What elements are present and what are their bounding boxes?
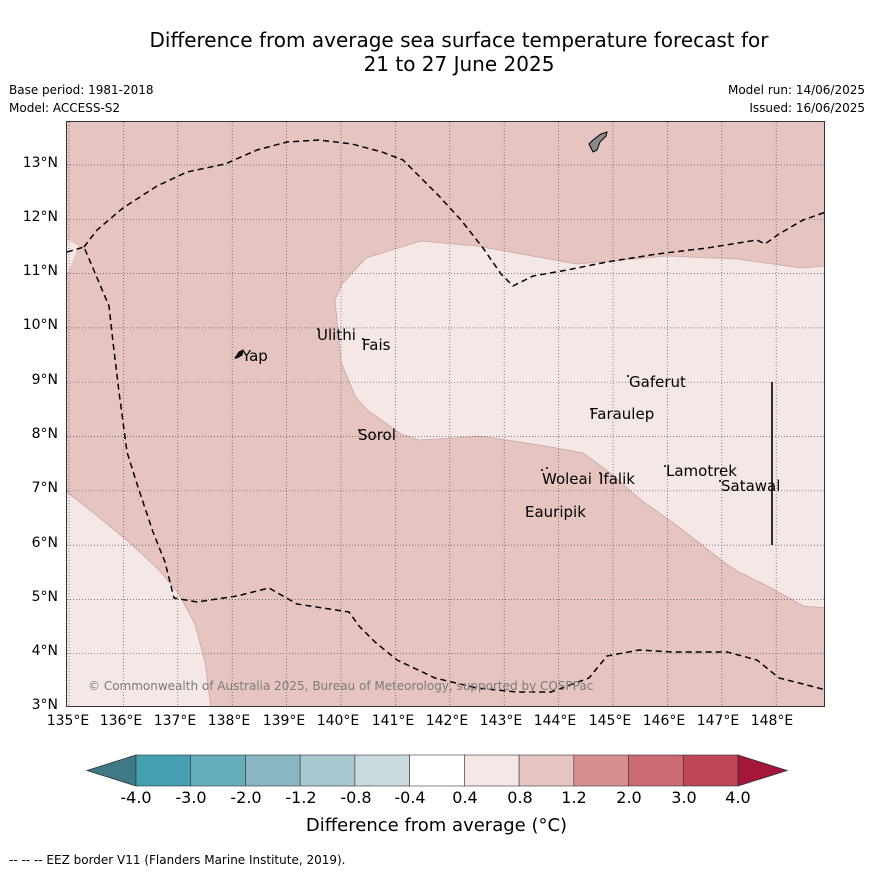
- lat-label: 5°N: [31, 589, 58, 605]
- colorbar-segment: [245, 754, 301, 787]
- lat-label: 8°N: [31, 426, 58, 442]
- lon-label: 142°E: [425, 713, 469, 729]
- colorbar-tick-label: 3.0: [671, 788, 697, 807]
- colorbar-segment: [628, 754, 684, 787]
- issued-date: Issued: 16/06/2025: [749, 101, 865, 115]
- title-line-2: 21 to 27 June 2025: [363, 52, 555, 76]
- place-fais: Fais: [362, 336, 391, 354]
- colorbar-tick-label: -1.2: [285, 788, 317, 807]
- lon-label: 148°E: [750, 713, 794, 729]
- yap-island: [234, 349, 244, 359]
- anomaly-region-west-edge: [67, 240, 79, 274]
- lat-label: 12°N: [22, 209, 58, 225]
- colorbar-extend-high: [737, 754, 788, 787]
- map-frame: [66, 121, 825, 707]
- guam-island: [588, 131, 608, 153]
- eez-footnote: -- -- -- EEZ border V11 (Flanders Marine…: [9, 853, 346, 867]
- eez-border-west: [67, 246, 824, 693]
- colorbar-segment: [354, 754, 410, 787]
- colorbar-segment: [409, 754, 465, 787]
- colorbar-segment: [518, 754, 575, 787]
- colorbar-segment: [299, 754, 356, 787]
- colorbar: [86, 754, 788, 787]
- place-gaferut: Gaferut: [629, 373, 686, 391]
- lat-label: 10°N: [22, 317, 58, 333]
- model-run: Model run: 14/06/2025: [727, 83, 865, 97]
- colorbar-title: Difference from average (°C): [305, 815, 568, 836]
- place-eauripik: Eauripik: [525, 503, 586, 521]
- anomaly-contour-sw: [67, 491, 212, 706]
- anomaly-contour: [334, 240, 824, 301]
- lat-label: 13°N: [22, 155, 58, 171]
- colorbar-segment: [464, 754, 520, 787]
- place-sorol: Sorol: [358, 426, 396, 444]
- base-period: Base period: 1981-2018: [9, 83, 154, 97]
- meta-right: Model run: 14/06/2025 Issued: 16/06/2025: [728, 81, 865, 117]
- colorbar-tick-label: 0.4: [452, 788, 478, 807]
- lon-label: 146°E: [642, 713, 686, 729]
- colorbar-tick-label: 0.8: [507, 788, 533, 807]
- colorbar-tick-label: -3.0: [175, 788, 207, 807]
- colorbar-segment: [682, 754, 739, 787]
- place-satawal: Satawal: [721, 477, 781, 495]
- title-line-1: Difference from average sea surface temp…: [149, 28, 769, 52]
- colorbar-tick-label: 4.0: [725, 788, 751, 807]
- place-ulithi: Ulithi: [317, 326, 356, 344]
- copyright-notice: © Commonwealth of Australia 2025, Bureau…: [88, 679, 594, 693]
- lat-label: 3°N: [31, 697, 58, 713]
- lon-label: 140°E: [316, 713, 360, 729]
- atoll-markers: [317, 328, 721, 509]
- lat-label: 11°N: [22, 263, 58, 279]
- place-faraulep: Faraulep: [590, 405, 655, 423]
- colorbar-tick-label: -0.4: [394, 788, 426, 807]
- graticule: [67, 122, 824, 706]
- place-yap: Yap: [242, 347, 268, 365]
- lat-label: 7°N: [31, 480, 58, 496]
- colorbar-tick-label: -0.8: [340, 788, 372, 807]
- lat-label: 4°N: [31, 643, 58, 659]
- colorbar-tick-label: 1.2: [561, 788, 587, 807]
- colorbar-extend-low: [86, 754, 137, 787]
- anomaly-contour-south: [334, 299, 824, 609]
- colorbar-segment: [573, 754, 629, 787]
- lon-label: 145°E: [588, 713, 632, 729]
- lon-label: 136°E: [99, 713, 143, 729]
- colorbar-segment: [190, 754, 246, 787]
- lat-label: 9°N: [31, 372, 58, 388]
- eez-border-north: [83, 139, 824, 287]
- place-woleai: Woleai: [542, 470, 592, 488]
- colorbar-tick-label: -2.0: [230, 788, 262, 807]
- lon-label: 143°E: [479, 713, 523, 729]
- meta-left: Base period: 1981-2018 Model: ACCESS-S2: [9, 81, 154, 117]
- lon-label: 138°E: [207, 713, 251, 729]
- lon-label: 135°E: [46, 713, 90, 729]
- lon-label: 137°E: [153, 713, 197, 729]
- colorbar-tick-label: -4.0: [120, 788, 152, 807]
- lon-label: 147°E: [696, 713, 740, 729]
- place-ifalik: Ifalik: [599, 470, 635, 488]
- anomaly-region-southwest: [67, 492, 211, 706]
- lon-label: 139°E: [262, 713, 306, 729]
- colorbar-tick-label: 2.0: [616, 788, 642, 807]
- lon-label: 141°E: [371, 713, 415, 729]
- colorbar-segment: [135, 754, 192, 787]
- lon-label: 144°E: [533, 713, 577, 729]
- model-name: Model: ACCESS-S2: [9, 101, 121, 115]
- page-title: Difference from average sea surface temp…: [0, 28, 873, 76]
- place-lamotrek: Lamotrek: [666, 462, 737, 480]
- map-canvas: [67, 122, 824, 706]
- lat-label: 6°N: [31, 535, 58, 551]
- anomaly-region-east: [335, 241, 824, 608]
